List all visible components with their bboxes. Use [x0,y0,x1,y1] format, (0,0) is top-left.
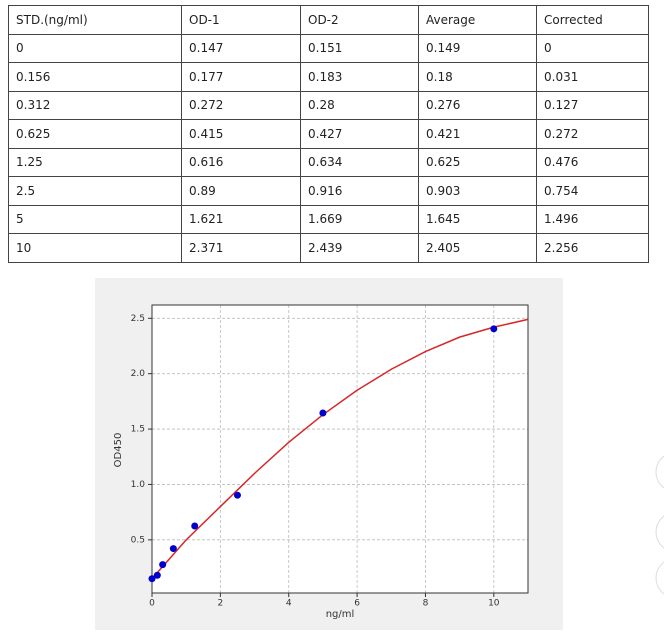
plot-area [152,305,528,593]
table-cell: 0.903 [418,176,537,206]
table-cell: 0.476 [536,147,649,177]
y-tick-label: 0.5 [131,535,145,545]
table-row: 0 0.147 0.151 0.149 0 [8,33,649,63]
table-cell: 0.147 [181,33,301,63]
y-tick-label: 2.0 [131,369,146,379]
table-row: STD.(ng/ml) OD-1 OD-2 Average Corrected [8,5,649,35]
y-tick-label: 1.0 [131,480,146,490]
table-cell: 1.669 [300,204,419,234]
table-row: 5 1.621 1.669 1.645 1.496 [8,204,649,234]
data-point [159,561,167,569]
data-point [148,575,156,583]
table-cell: 0.634 [300,147,419,177]
table-cell: 0.276 [418,90,537,120]
x-tick-label: 8 [423,599,429,609]
table-row: 0.312 0.272 0.28 0.276 0.127 [8,90,649,120]
data-point [169,545,177,553]
x-axis-label: ng/ml [326,609,355,620]
x-tick-label: 4 [286,599,292,609]
table-cell: 0.415 [181,119,301,149]
x-tick-label: 0 [149,599,155,609]
table-cell: 0.272 [181,90,301,120]
table-cell: OD-1 [181,5,301,35]
table-cell: 2.405 [418,233,537,263]
table-cell: 0.427 [300,119,419,149]
y-tick-label: 2.5 [131,314,145,324]
table-cell: 0.156 [8,62,182,92]
data-point [191,522,199,530]
x-tick-label: 2 [217,599,223,609]
data-table: STD.(ng/ml) OD-1 OD-2 Average Corrected 0 0.14… [8,5,649,263]
side-button[interactable] [655,512,664,552]
table-cell: 2.371 [181,233,301,263]
table-cell: 0.625 [8,119,182,149]
table-cell: Average [418,5,537,35]
x-tick-label: 10 [488,599,500,609]
table-cell: 2.439 [300,233,419,263]
data-point [319,409,327,417]
table-cell: 0.421 [418,119,537,149]
table-cell: 1.496 [536,204,649,234]
table-row: 0.156 0.177 0.183 0.18 0.031 [8,62,649,92]
table-cell: 2.256 [536,233,649,263]
side-button[interactable] [655,452,664,492]
y-axis-label: OD450 [113,433,124,468]
table-row: 1.25 0.616 0.634 0.625 0.476 [8,147,649,177]
table-cell: STD.(ng/ml) [8,5,182,35]
data-point [233,491,241,499]
data-point [153,571,161,579]
table-cell: 10 [8,233,182,263]
table-cell: 0.625 [418,147,537,177]
table-cell: Corrected [536,5,649,35]
table-row: 10 2.371 2.439 2.405 2.256 [8,233,649,263]
table-cell: 0.151 [300,33,419,63]
data-point [490,325,498,333]
y-tick-label: 1.5 [131,425,145,435]
plot-frame [151,304,529,594]
side-button[interactable] [655,558,664,598]
table-cell: 1.621 [181,204,301,234]
x-tick-label: 6 [354,599,360,609]
table-row: 2.5 0.89 0.916 0.903 0.754 [8,176,649,206]
table-cell: 0.18 [418,62,537,92]
fit-curve [151,318,529,580]
table-row: 0.625 0.415 0.427 0.421 0.272 [8,119,649,149]
